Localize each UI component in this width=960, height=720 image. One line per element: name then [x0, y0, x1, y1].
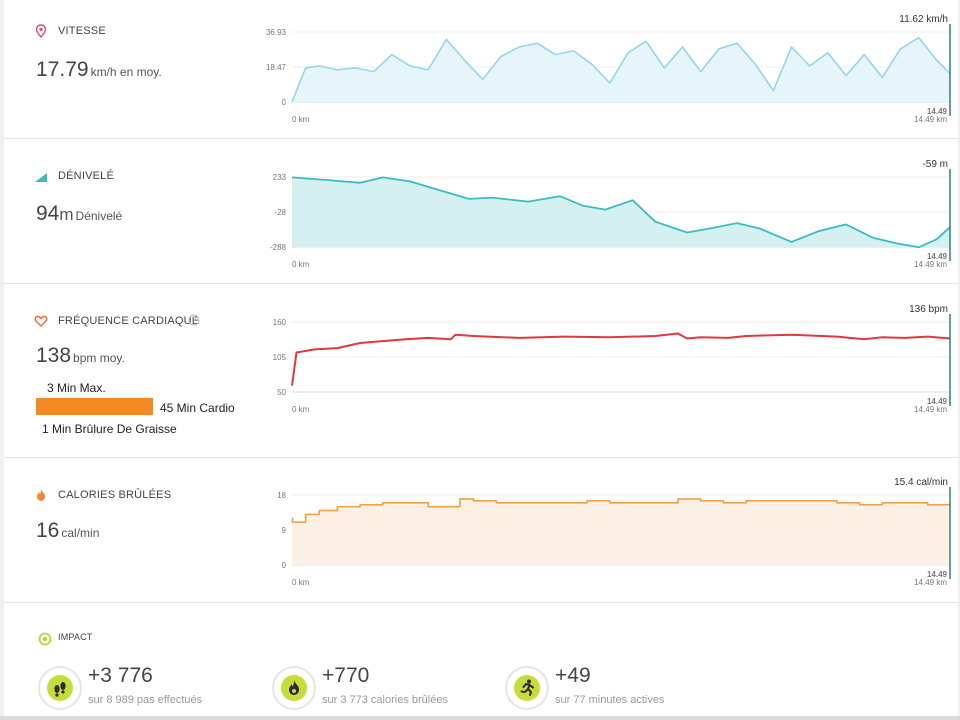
- x-end-label: 14.49 km: [914, 578, 947, 587]
- calories-chart[interactable]: 18 9 0 15.4 cal/min 14.49 0 km 14.49 km: [254, 473, 954, 603]
- end-marker-label: 14.49: [927, 107, 948, 116]
- series-line: [291, 36, 951, 103]
- speed-panel: VITESSE 17.79 km/h en moy. 36.93 18.47 0 11.…: [4, 0, 958, 139]
- heart-icon: [34, 315, 48, 327]
- zone-max-label: 3 Min Max.: [47, 381, 106, 395]
- x-start-label: 0 km: [292, 115, 310, 124]
- x-end-label: 14.49 km: [914, 115, 947, 124]
- footsteps-icon: [54, 682, 66, 697]
- series-area: [292, 37, 950, 102]
- impact-steps-badge: [38, 666, 82, 710]
- flame-icon: [289, 680, 299, 695]
- current-value-label: 11.62 km/h: [899, 14, 948, 25]
- speed-average: 17.79 km/h en moy.: [36, 58, 162, 82]
- impact-steps-value: +3 776: [88, 664, 153, 687]
- y-tick-label: 233: [273, 173, 287, 182]
- impact-active-minutes-value: +49: [555, 664, 591, 687]
- y-tick-label: -288: [270, 243, 287, 252]
- impact-calories-value: +770: [322, 664, 370, 687]
- calories-panel: CALORIES BRÛLÉES 16 cal/min 18 9 0 15.4 cal/…: [4, 458, 958, 603]
- x-start-label: 0 km: [292, 578, 310, 587]
- series-area: [292, 177, 950, 248]
- x-end-label: 14.49 km: [914, 260, 947, 269]
- svg-text:?: ?: [192, 316, 197, 325]
- speed-chart[interactable]: 36.93 18.47 0 11.62 km/h 14.49 0 km 14.49 km: [254, 10, 954, 140]
- elevation-total-unit: m: [59, 205, 74, 224]
- bottom-scrollbar[interactable]: [0, 716, 960, 720]
- end-marker-label: 14.49: [927, 397, 948, 406]
- elevation-chart-svg: 233 -28 -288 -59 m 14.49 0 km 14.49 km: [270, 159, 951, 269]
- speed-chart-svg: 36.93 18.47 0 11.62 km/h 14.49 0 km 14.49 km: [266, 14, 951, 124]
- zone-cardio-label: 45 Min Cardio: [160, 401, 235, 415]
- heart-rate-chart[interactable]: 160 105 50 136 bpm 14.49 0 km 14.49 km: [254, 300, 954, 430]
- impact-active-minutes-desc: sur 77 minutes actives: [555, 694, 665, 706]
- series-line: [291, 332, 951, 386]
- end-marker-label: 14.49: [927, 252, 948, 261]
- heart-rate-panel: FRÉQUENCE CARDIAQUE ? 138 bpm moy. 3 Min …: [4, 284, 958, 458]
- impact-calories-badge: [272, 666, 316, 710]
- x-start-label: 0 km: [292, 260, 310, 269]
- heart-rate-title: FRÉQUENCE CARDIAQUE: [58, 315, 200, 327]
- current-value-label: -59 m: [922, 159, 948, 170]
- x-start-label: 0 km: [292, 405, 310, 414]
- heart-rate-average: 138 bpm moy.: [36, 344, 125, 368]
- calories-average-value: 16: [36, 519, 60, 542]
- runner-icon: [520, 679, 534, 696]
- elevation-panel: DÉNIVELÉ 94m Dénivelé 233 -28 -288 -59 m 14.4…: [4, 139, 958, 284]
- target-icon: [38, 632, 52, 646]
- heart-rate-average-unit: bpm moy.: [73, 351, 125, 365]
- speed-average-unit: km/h en moy.: [90, 65, 162, 79]
- location-pin-icon: [35, 24, 47, 38]
- speed-title: VITESSE: [58, 25, 106, 37]
- y-tick-label: 50: [277, 388, 286, 397]
- y-tick-label: 160: [273, 318, 287, 327]
- y-tick-label: 0: [282, 98, 287, 107]
- zone-cardio-bar: [36, 398, 153, 415]
- calories-average: 16 cal/min: [36, 519, 99, 543]
- current-value-label: 136 bpm: [909, 304, 948, 315]
- current-value-label: 15.4 cal/min: [894, 477, 948, 488]
- flame-icon: [37, 489, 45, 501]
- calories-chart-svg: 18 9 0 15.4 cal/min 14.49 0 km 14.49 km: [277, 477, 951, 587]
- elevation-title: DÉNIVELÉ: [58, 170, 115, 182]
- y-tick-label: 36.93: [266, 28, 287, 37]
- zone-fat-burn-label: 1 Min Brûlure De Graisse: [42, 422, 177, 436]
- heart-rate-average-value: 138: [36, 344, 72, 367]
- speed-average-value: 17.79: [36, 58, 89, 81]
- series-area: [292, 498, 950, 565]
- x-end-label: 14.49 km: [914, 405, 947, 414]
- y-tick-label: 18.47: [266, 63, 287, 72]
- elevation-total: 94m Dénivelé: [36, 202, 122, 226]
- elevation-chart[interactable]: 233 -28 -288 -59 m 14.49 0 km 14.49 km: [254, 155, 954, 285]
- elevation-total-label: Dénivelé: [75, 209, 123, 223]
- calories-title: CALORIES BRÛLÉES: [58, 489, 172, 501]
- y-tick-label: -28: [274, 208, 286, 217]
- y-tick-label: 9: [282, 526, 287, 535]
- y-tick-label: 0: [282, 561, 287, 570]
- activity-details-page: VITESSE 17.79 km/h en moy. 36.93 18.47 0 11.…: [4, 0, 958, 716]
- end-marker-label: 14.49: [927, 570, 948, 579]
- impact-active-minutes-badge: [505, 666, 549, 710]
- y-tick-label: 18: [277, 491, 286, 500]
- series-line: [291, 498, 951, 523]
- elevation-total-value: 94: [36, 202, 60, 225]
- heart-rate-chart-svg: 160 105 50 136 bpm 14.49 0 km 14.49 km: [273, 304, 951, 414]
- impact-calories-desc: sur 3 773 calories brûlées: [322, 694, 448, 706]
- impact-title: IMPACT: [58, 632, 93, 642]
- y-tick-label: 105: [273, 353, 287, 362]
- impact-steps-desc: sur 8 989 pas effectués: [88, 694, 203, 706]
- series-line: [291, 176, 951, 249]
- help-circle-icon[interactable]: ?: [188, 314, 200, 326]
- calories-average-unit: cal/min: [61, 526, 100, 540]
- elevation-icon: [35, 173, 47, 182]
